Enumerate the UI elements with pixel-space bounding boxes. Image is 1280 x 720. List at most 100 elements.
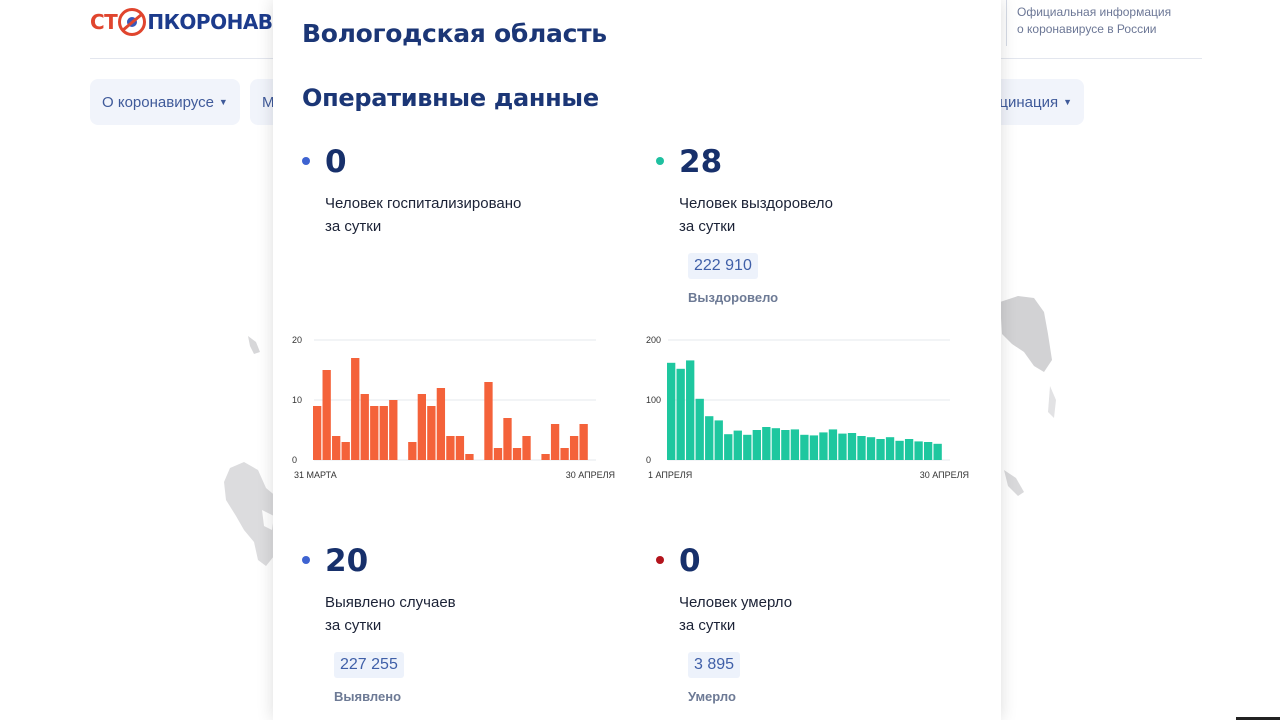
chart-bar bbox=[790, 429, 800, 460]
chart-x-start-label: 31 МАРТА bbox=[294, 470, 337, 480]
cases-caption-line2: за сутки bbox=[325, 617, 382, 634]
nav-about-coronavirus[interactable]: О коронавирусе ▼ bbox=[90, 79, 240, 125]
chart-y-tick-label: 20 bbox=[292, 335, 302, 345]
chart-bar bbox=[752, 430, 761, 460]
chart-bar bbox=[676, 368, 685, 460]
region-title: Вологодская область bbox=[302, 19, 607, 48]
cases-caption: Выявлено случаев за сутки bbox=[325, 591, 456, 637]
official-info-line1: Официальная информация bbox=[1017, 5, 1172, 19]
chart-bar bbox=[724, 434, 733, 460]
chart-bar bbox=[847, 433, 857, 460]
chart-bar bbox=[427, 406, 436, 460]
virus-icon bbox=[118, 8, 147, 36]
site-logo[interactable]: СТ ПКОРОНАВИ bbox=[90, 6, 289, 38]
chart-bar bbox=[484, 382, 493, 460]
chart-bar bbox=[686, 360, 695, 460]
chart-bar bbox=[923, 442, 933, 460]
chart-bar bbox=[771, 428, 781, 460]
chart-bar bbox=[493, 448, 503, 460]
chart-y-tick-label: 0 bbox=[646, 455, 651, 465]
recovered-caption: Человек выздоровело за сутки bbox=[679, 192, 833, 238]
nav-about-coronavirus-label: О коронавирусе bbox=[102, 93, 214, 111]
nav-item-2-label: М bbox=[262, 93, 275, 111]
hospitalized-caption-line2: за сутки bbox=[325, 218, 382, 235]
cases-dot-icon bbox=[302, 556, 310, 564]
chart-bar bbox=[914, 441, 923, 460]
chart-y-tick-label: 100 bbox=[646, 395, 661, 405]
caret-down-icon: ▼ bbox=[218, 97, 228, 107]
chart-bar bbox=[809, 435, 819, 460]
chart-bar bbox=[838, 433, 847, 460]
hospitalized-caption-line1: Человек госпитализировано bbox=[325, 195, 522, 212]
recovered-value: 28 bbox=[679, 144, 723, 180]
logo-text-stop: СТ bbox=[90, 10, 118, 34]
chart-bar bbox=[541, 454, 550, 460]
chart-bar bbox=[819, 432, 828, 460]
russia-map-east-fragment bbox=[1000, 296, 1056, 496]
chart-bar bbox=[379, 406, 388, 460]
chart-bar bbox=[828, 429, 838, 460]
chart-bar bbox=[895, 440, 904, 460]
stat-deaths: 0 Человек умерло за сутки 3 895 Умерло bbox=[656, 543, 976, 713]
cases-caption-line1: Выявлено случаев bbox=[325, 594, 456, 611]
recovered-caption-line1: Человек выздоровело bbox=[679, 195, 833, 212]
chart-bar bbox=[579, 424, 588, 460]
hospitalizations-chart-svg: 0 10 20 31 МАРТА 30 АПРЕЛЯ bbox=[292, 335, 615, 480]
chart-bar bbox=[762, 427, 771, 460]
chart-bar bbox=[465, 454, 474, 460]
nav-vaccination-label: цинация bbox=[999, 93, 1059, 111]
chart-y-tick-label: 0 bbox=[292, 455, 297, 465]
chart-bar bbox=[417, 394, 427, 460]
chart-bar bbox=[800, 434, 809, 460]
chart-bar bbox=[370, 406, 379, 460]
hospitalized-dot-icon bbox=[302, 157, 310, 165]
official-info-line2: о коронавирусе в России bbox=[1017, 22, 1157, 36]
chart-bar bbox=[857, 436, 866, 460]
hospitalized-caption: Человек госпитализировано за сутки bbox=[325, 192, 521, 238]
stat-hospitalized: 0 Человек госпитализировано за сутки bbox=[302, 144, 622, 314]
chart-bar bbox=[351, 358, 360, 460]
chart-bar bbox=[714, 420, 723, 460]
chart-bar bbox=[743, 434, 752, 460]
recovered-total: 222 910 bbox=[688, 253, 758, 279]
chart-bar bbox=[389, 400, 398, 460]
region-details-panel: Вологодская область Оперативные данные 0… bbox=[273, 0, 1001, 720]
deaths-value: 0 bbox=[679, 543, 701, 579]
deaths-total: 3 895 bbox=[688, 652, 741, 678]
chart-bar bbox=[436, 388, 446, 460]
chart-bar bbox=[876, 439, 885, 460]
chart-bar bbox=[313, 406, 322, 460]
cases-total: 227 255 bbox=[334, 652, 404, 678]
deaths-total-label: Умерло bbox=[688, 689, 736, 704]
chart-bar bbox=[560, 448, 569, 460]
chart-bar bbox=[781, 430, 790, 460]
deaths-dot-icon bbox=[656, 556, 664, 564]
chart-bar bbox=[322, 370, 331, 460]
recoveries-chart-svg: 0 100 200 1 АПРЕЛЯ 30 АПРЕЛЯ bbox=[646, 335, 969, 480]
official-info-tagline: Официальная информация о коронавирусе в … bbox=[1006, 0, 1171, 46]
chart-y-tick-label: 200 bbox=[646, 335, 661, 345]
operational-data-title: Оперативные данные bbox=[302, 84, 599, 112]
daily-hospitalizations-chart: 0 10 20 31 МАРТА 30 АПРЕЛЯ bbox=[281, 330, 621, 485]
russia-map-west-fragment bbox=[224, 336, 282, 566]
recovered-caption-line2: за сутки bbox=[679, 218, 736, 235]
chart-bar bbox=[446, 436, 455, 460]
chart-x-end-label: 30 АПРЕЛЯ bbox=[566, 470, 615, 480]
chart-bar bbox=[695, 398, 704, 460]
page-edge-strip bbox=[1236, 717, 1280, 720]
chart-x-end-label: 30 АПРЕЛЯ bbox=[920, 470, 969, 480]
cases-value: 20 bbox=[325, 543, 369, 579]
chart-bar bbox=[503, 418, 512, 460]
chart-bar bbox=[341, 442, 350, 460]
chart-bar bbox=[408, 442, 417, 460]
stat-cases: 20 Выявлено случаев за сутки 227 255 Выя… bbox=[302, 543, 622, 713]
daily-recoveries-chart: 0 100 200 1 АПРЕЛЯ 30 АПРЕЛЯ bbox=[635, 330, 975, 485]
deaths-caption-line2: за сутки bbox=[679, 617, 736, 634]
recovered-dot-icon bbox=[656, 157, 664, 165]
caret-down-icon: ▼ bbox=[1063, 97, 1072, 107]
chart-bar bbox=[904, 439, 914, 460]
stat-recovered: 28 Человек выздоровело за сутки 222 910 … bbox=[656, 144, 976, 314]
deaths-caption-line1: Человек умерло bbox=[679, 594, 793, 611]
chart-bar bbox=[512, 448, 522, 460]
chart-bar bbox=[885, 437, 895, 460]
